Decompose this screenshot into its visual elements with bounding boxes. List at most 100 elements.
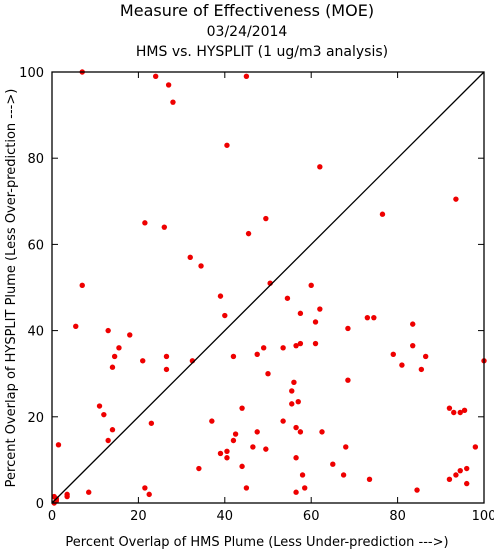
data-point — [187, 254, 193, 261]
data-point — [345, 325, 351, 332]
data-point — [446, 476, 453, 482]
data-point — [260, 345, 267, 351]
y-tick-label: 0 — [36, 497, 44, 512]
data-point — [111, 353, 118, 360]
data-point — [217, 293, 224, 299]
data-point — [457, 409, 463, 416]
data-point — [293, 424, 299, 431]
data-point — [263, 446, 269, 452]
data-point — [295, 399, 301, 405]
data-point — [79, 282, 85, 289]
data-point — [161, 224, 168, 230]
data-point — [297, 429, 304, 435]
data-point — [343, 444, 349, 450]
data-point — [299, 472, 306, 478]
x-tick-label: 0 — [48, 509, 56, 524]
data-point — [250, 444, 256, 450]
data-point — [464, 465, 470, 472]
data-point — [239, 405, 245, 411]
data-point — [263, 215, 269, 222]
data-point — [280, 345, 286, 351]
x-tick-label: 100 — [472, 509, 494, 524]
data-point — [55, 442, 62, 448]
data-point — [366, 476, 373, 482]
data-point — [284, 295, 291, 301]
data-point — [254, 429, 260, 435]
x-axis-label: Percent Overlap of HMS Plume (Less Under… — [65, 535, 448, 550]
data-point — [422, 353, 429, 360]
data-point — [243, 485, 250, 491]
data-point — [293, 342, 299, 349]
x-tick-label: 20 — [130, 509, 147, 524]
data-point — [289, 401, 295, 407]
data-point — [239, 463, 245, 470]
data-point — [152, 73, 159, 80]
data-point — [148, 420, 155, 426]
data-point — [390, 351, 396, 358]
y-tick-label: 60 — [27, 238, 44, 253]
data-point — [230, 437, 237, 444]
data-point — [198, 263, 204, 269]
data-point — [464, 480, 470, 487]
chart-subtitle: HMS vs. HYSPLIT (1 ug/m3 analysis) — [136, 44, 388, 60]
y-tick-label: 20 — [27, 411, 44, 426]
chart-date: 03/24/2014 — [207, 24, 288, 40]
data-point — [86, 489, 92, 495]
data-point — [165, 82, 172, 88]
data-point — [289, 388, 295, 394]
data-point — [330, 461, 336, 467]
data-point — [116, 345, 122, 351]
data-point — [364, 314, 371, 321]
data-point — [345, 377, 351, 383]
data-point — [222, 312, 228, 319]
x-tick-label: 60 — [303, 509, 320, 524]
data-point — [73, 323, 79, 329]
y-tick-label: 80 — [27, 152, 44, 167]
data-point — [297, 310, 304, 317]
data-point — [317, 306, 323, 312]
chart-title: Measure of Effectiveness (MOE) — [120, 1, 374, 20]
data-point — [280, 418, 286, 424]
data-point — [245, 230, 252, 237]
data-point — [230, 353, 237, 360]
data-point — [170, 99, 176, 105]
data-point — [243, 73, 250, 80]
data-point — [142, 220, 148, 226]
data-point — [302, 485, 308, 491]
data-point — [399, 362, 405, 368]
data-point — [453, 196, 459, 202]
data-point — [224, 448, 230, 454]
data-point — [312, 340, 319, 347]
y-axis-label: Percent Overlap of HYSPLIT Plume (Less O… — [4, 89, 19, 488]
data-point — [127, 332, 133, 338]
data-point — [451, 409, 457, 416]
data-point — [319, 429, 325, 435]
data-point — [317, 164, 323, 170]
data-point — [109, 427, 116, 433]
data-point — [293, 455, 299, 461]
data-point — [410, 342, 416, 349]
data-point — [196, 465, 202, 472]
data-point — [140, 358, 146, 364]
data-point — [101, 411, 107, 418]
y-tick-label: 100 — [19, 66, 44, 81]
plot-area-frame — [51, 71, 485, 504]
data-point — [224, 142, 230, 148]
data-point — [265, 371, 271, 377]
data-point — [312, 319, 319, 325]
data-point — [379, 211, 386, 217]
data-point — [209, 418, 215, 424]
data-point — [340, 472, 347, 478]
data-point — [254, 351, 260, 358]
data-point — [472, 444, 479, 450]
data-point — [410, 321, 416, 327]
data-point — [453, 472, 459, 478]
data-point — [64, 493, 70, 500]
data-point — [105, 327, 111, 334]
data-point — [146, 491, 152, 498]
data-point — [418, 366, 425, 373]
data-point — [297, 340, 304, 347]
y-tick-label: 40 — [27, 325, 44, 340]
data-point — [293, 489, 299, 495]
